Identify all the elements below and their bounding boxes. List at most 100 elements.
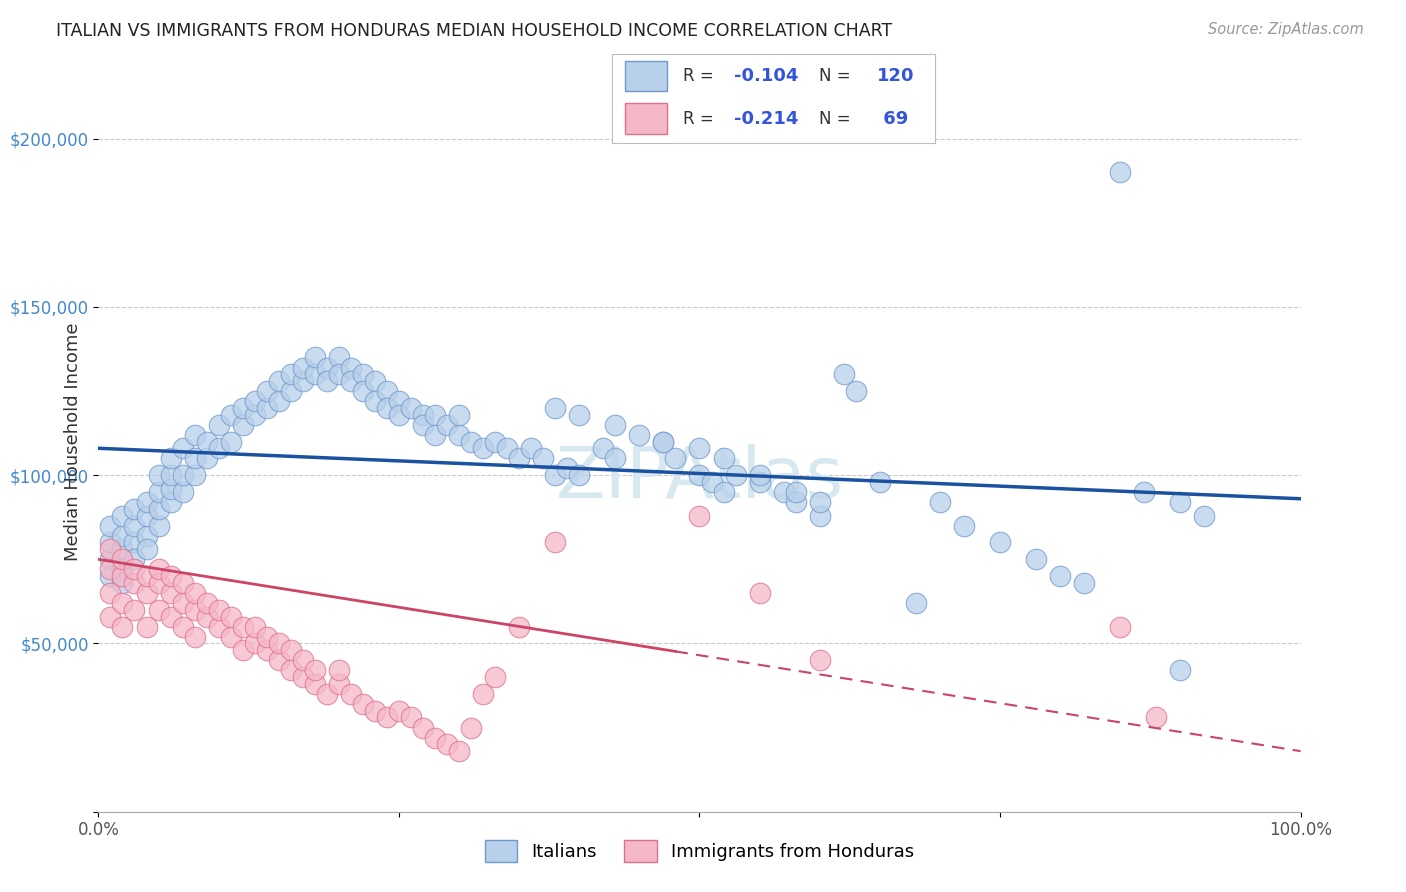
- Point: [183, 603, 205, 617]
- Point: [243, 636, 266, 650]
- Point: [785, 495, 807, 509]
- Point: [472, 442, 495, 456]
- Point: [100, 569, 122, 583]
- Point: [148, 603, 170, 617]
- Point: [172, 485, 194, 500]
- Point: [628, 427, 651, 442]
- Point: [1194, 508, 1216, 523]
- Point: [208, 417, 231, 432]
- Point: [124, 518, 146, 533]
- Point: [280, 643, 302, 657]
- Point: [544, 401, 567, 415]
- Point: [124, 501, 146, 516]
- Point: [544, 535, 567, 549]
- Point: [412, 417, 434, 432]
- Point: [148, 575, 170, 590]
- Point: [195, 434, 218, 449]
- Point: [447, 408, 470, 422]
- Point: [291, 374, 314, 388]
- Point: [328, 677, 350, 691]
- Point: [688, 442, 710, 456]
- Point: [111, 562, 134, 576]
- Point: [352, 697, 374, 711]
- Point: [447, 744, 470, 758]
- Point: [340, 687, 363, 701]
- Point: [135, 619, 157, 633]
- Point: [808, 495, 831, 509]
- Point: [219, 434, 242, 449]
- Point: [412, 408, 434, 422]
- Point: [713, 485, 735, 500]
- Point: [280, 664, 302, 678]
- Point: [1133, 485, 1156, 500]
- Point: [111, 542, 134, 557]
- Point: [183, 427, 205, 442]
- Point: [267, 636, 290, 650]
- Point: [388, 704, 411, 718]
- Point: [256, 384, 278, 398]
- Point: [100, 535, 122, 549]
- Point: [291, 670, 314, 684]
- Point: [544, 468, 567, 483]
- Point: [172, 619, 194, 633]
- Point: [291, 653, 314, 667]
- Point: [111, 529, 134, 543]
- Point: [100, 518, 122, 533]
- Point: [520, 442, 543, 456]
- Point: [953, 518, 976, 533]
- Point: [183, 451, 205, 466]
- Point: [159, 451, 181, 466]
- Point: [208, 442, 231, 456]
- Point: [869, 475, 891, 489]
- Point: [508, 619, 530, 633]
- Point: [124, 552, 146, 566]
- Point: [423, 427, 446, 442]
- Point: [159, 495, 181, 509]
- Point: [785, 485, 807, 500]
- Point: [375, 384, 398, 398]
- Point: [1073, 575, 1095, 590]
- Point: [436, 417, 458, 432]
- Point: [256, 643, 278, 657]
- Point: [364, 374, 387, 388]
- Point: [219, 630, 242, 644]
- Point: [304, 368, 326, 382]
- Point: [100, 586, 122, 600]
- Point: [352, 368, 374, 382]
- Point: [159, 569, 181, 583]
- Point: [135, 508, 157, 523]
- Point: [460, 434, 482, 449]
- Point: [568, 468, 591, 483]
- Point: [100, 552, 122, 566]
- Point: [388, 408, 411, 422]
- Point: [183, 630, 205, 644]
- Point: [328, 664, 350, 678]
- Point: [135, 529, 157, 543]
- Point: [340, 360, 363, 375]
- Point: [280, 384, 302, 398]
- Point: [304, 351, 326, 365]
- Point: [100, 609, 122, 624]
- Point: [219, 408, 242, 422]
- Point: [304, 677, 326, 691]
- Text: R =: R =: [683, 67, 718, 85]
- Point: [172, 468, 194, 483]
- Point: [652, 434, 675, 449]
- Point: [605, 417, 627, 432]
- Point: [652, 434, 675, 449]
- Point: [124, 575, 146, 590]
- Point: [124, 562, 146, 576]
- Point: [1170, 664, 1192, 678]
- Point: [195, 609, 218, 624]
- Point: [100, 562, 122, 576]
- Text: R =: R =: [683, 110, 718, 128]
- Point: [111, 569, 134, 583]
- Point: [243, 619, 266, 633]
- Point: [748, 586, 770, 600]
- Point: [496, 442, 519, 456]
- Point: [148, 501, 170, 516]
- Point: [568, 408, 591, 422]
- Point: [748, 468, 770, 483]
- Point: [472, 687, 495, 701]
- Point: [375, 401, 398, 415]
